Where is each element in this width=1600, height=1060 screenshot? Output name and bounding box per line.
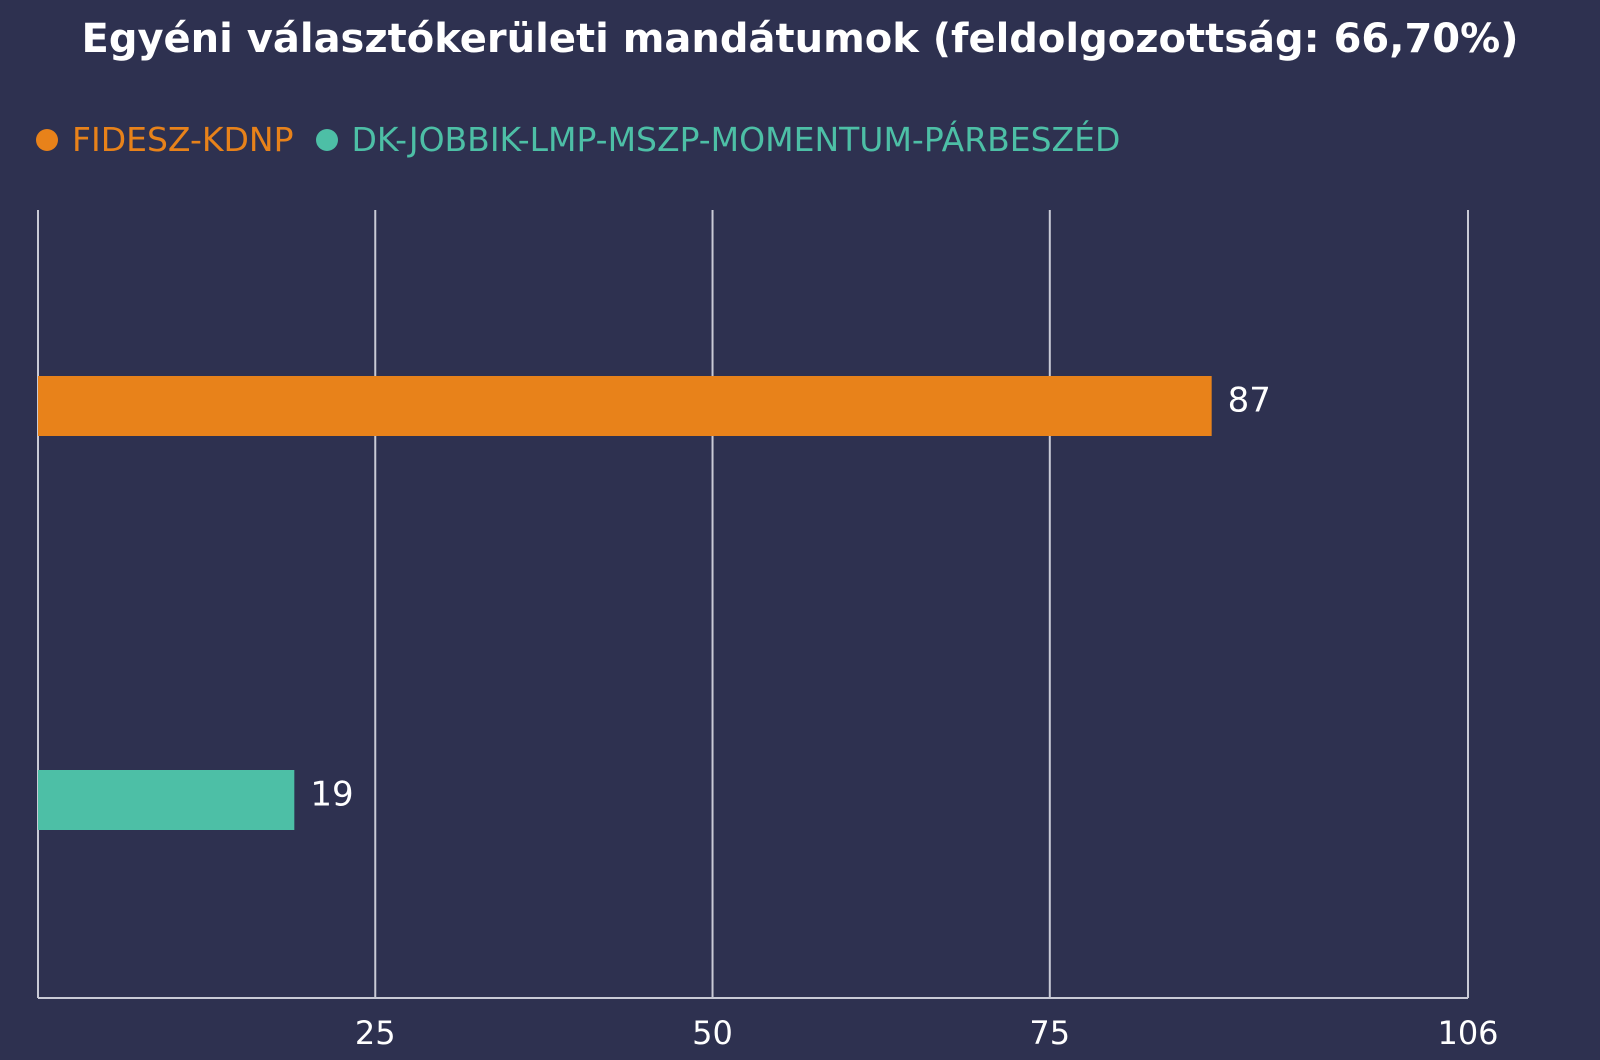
legend-item-fidesz[interactable]: FIDESZ-KDNP [36,120,294,159]
legend-label-opposition: DK-JOBBIK-LMP-MSZP-MOMENTUM-PÁRBESZÉD [351,120,1121,159]
x-tick-label: 106 [1437,1014,1498,1052]
chart-title: Egyéni választókerületi mandátumok (feld… [81,16,1519,62]
data-label: 87 [1228,381,1271,421]
bar [38,376,1212,436]
data-label: 19 [310,775,353,815]
legend-dot-opposition-icon [315,128,338,151]
bar [38,770,295,830]
x-tick-label: 50 [692,1014,733,1052]
x-tick-label: 75 [1029,1014,1070,1052]
legend-label-fidesz: FIDESZ-KDNP [72,120,294,159]
legend-item-opposition[interactable]: DK-JOBBIK-LMP-MSZP-MOMENTUM-PÁRBESZÉD [315,120,1121,159]
legend-dot-fidesz-icon [36,128,58,151]
x-tick-label: 25 [355,1014,396,1052]
legend: FIDESZ-KDNP DK-JOBBIK-LMP-MSZP-MOMENTUM-… [36,120,1142,159]
